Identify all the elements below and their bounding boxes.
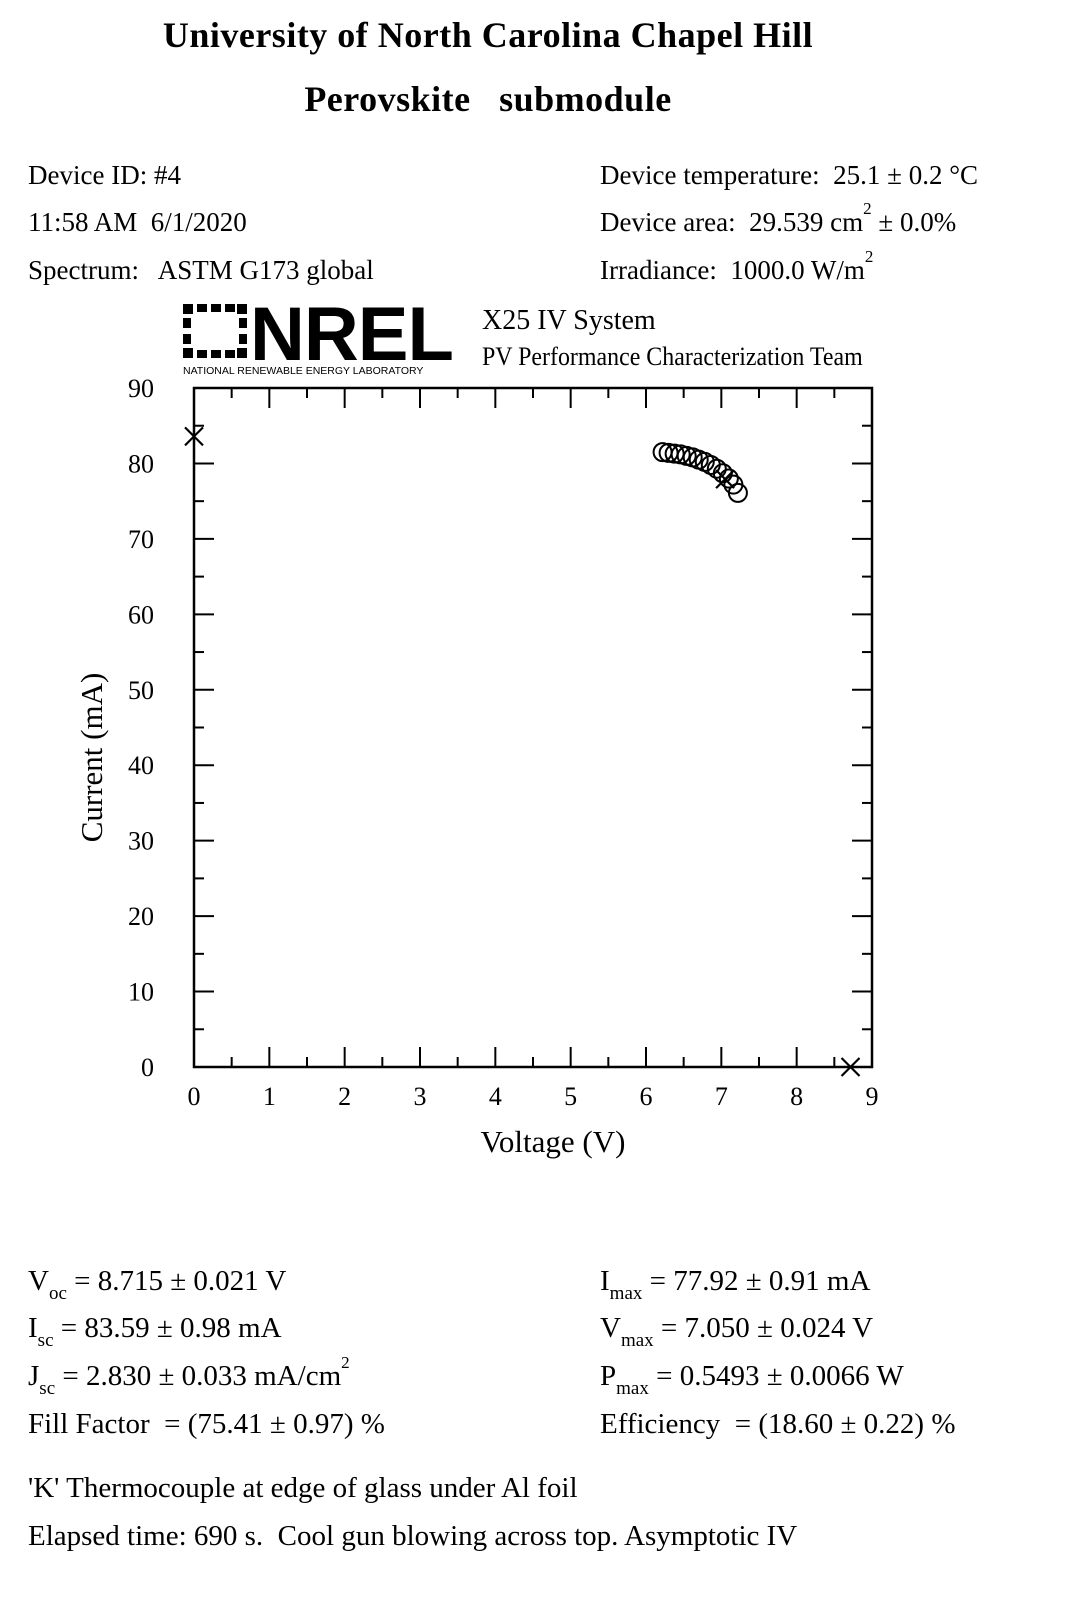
y-tick-label: 30 xyxy=(128,827,154,856)
team-name: PV Performance Characterization Team xyxy=(482,342,863,371)
note-elapsed-time: Elapsed time: 690 s. Cool gun blowing ac… xyxy=(28,1520,798,1552)
data-point-x-marker xyxy=(840,1057,861,1077)
y-tick-label: 70 xyxy=(128,525,154,554)
y-tick-label: 0 xyxy=(141,1053,154,1082)
y-tick-label: 90 xyxy=(128,375,154,403)
plot-frame xyxy=(192,386,874,1069)
y-tick-label: 80 xyxy=(128,449,154,478)
device-id: Device ID: #4 xyxy=(28,160,181,190)
device-temperature: Device temperature: 25.1 ± 0.2 °C xyxy=(600,160,978,190)
imax-value: Imax = 77.92 ± 0.91 mA xyxy=(600,1265,871,1304)
x-tick-label: 5 xyxy=(564,1082,577,1111)
x-tick-label: 8 xyxy=(790,1082,803,1111)
voc-value: Voc = 8.715 ± 0.021 V xyxy=(28,1265,287,1304)
nrel-logo-word: NREL xyxy=(250,292,454,377)
data-point-x-marker xyxy=(184,426,204,447)
y-tick-label: 60 xyxy=(128,600,154,629)
data-point-circle xyxy=(727,482,748,503)
x-tick-label: 3 xyxy=(414,1082,427,1111)
system-name: X25 IV System xyxy=(482,305,656,336)
page-subtitle: Perovskite submodule xyxy=(304,79,672,119)
x-axis-label: Voltage (V) xyxy=(481,1124,626,1159)
x-tick-label: 9 xyxy=(866,1082,879,1111)
timestamp: 11:58 AM 6/1/2020 xyxy=(28,207,247,237)
pmax-value: Pmax = 0.5493 ± 0.0066 W xyxy=(600,1360,904,1399)
y-tick-label: 40 xyxy=(128,751,154,780)
y-tick-label: 20 xyxy=(128,902,154,931)
x-tick-label: 6 xyxy=(640,1082,653,1111)
x-tick-label: 0 xyxy=(188,1082,201,1111)
x-tick-label: 2 xyxy=(338,1082,351,1111)
x-tick-label: 4 xyxy=(489,1082,502,1111)
y-tick-label: 50 xyxy=(128,676,154,705)
data-point-circle xyxy=(718,468,739,489)
fill-factor-value: Fill Factor = (75.41 ± 0.97) % xyxy=(28,1408,385,1440)
irradiance: Irradiance: 1000.0 W/m2 xyxy=(600,247,874,285)
note-thermocouple: 'K' Thermocouple at edge of glass under … xyxy=(28,1472,578,1504)
nrel-logo-subtitle: NATIONAL RENEWABLE ENERGY LABORATORY xyxy=(183,365,424,377)
nrel-sun-icon xyxy=(183,304,247,358)
y-axis-label: Current (mA) xyxy=(74,673,109,843)
data-point-circle xyxy=(706,458,727,479)
data-point-x-marker xyxy=(715,469,735,489)
x-tick-label: 7 xyxy=(715,1082,728,1111)
isc-value: Isc = 83.59 ± 0.98 mA xyxy=(28,1312,282,1351)
page-title: University of North Carolina Chapel Hill xyxy=(162,15,814,55)
jsc-value: Jsc = 2.830 ± 0.033 mA/cm2 xyxy=(28,1353,350,1399)
efficiency-value: Efficiency = (18.60 ± 0.22) % xyxy=(600,1408,956,1440)
x-tick-label: 1 xyxy=(263,1082,276,1111)
device-area: Device area: 29.539 cm2 ± 0.0% xyxy=(600,199,957,237)
y-tick-label: 10 xyxy=(128,978,154,1007)
spectrum: Spectrum: ASTM G173 global xyxy=(28,255,374,285)
vmax-value: Vmax = 7.050 ± 0.024 V xyxy=(600,1312,874,1351)
